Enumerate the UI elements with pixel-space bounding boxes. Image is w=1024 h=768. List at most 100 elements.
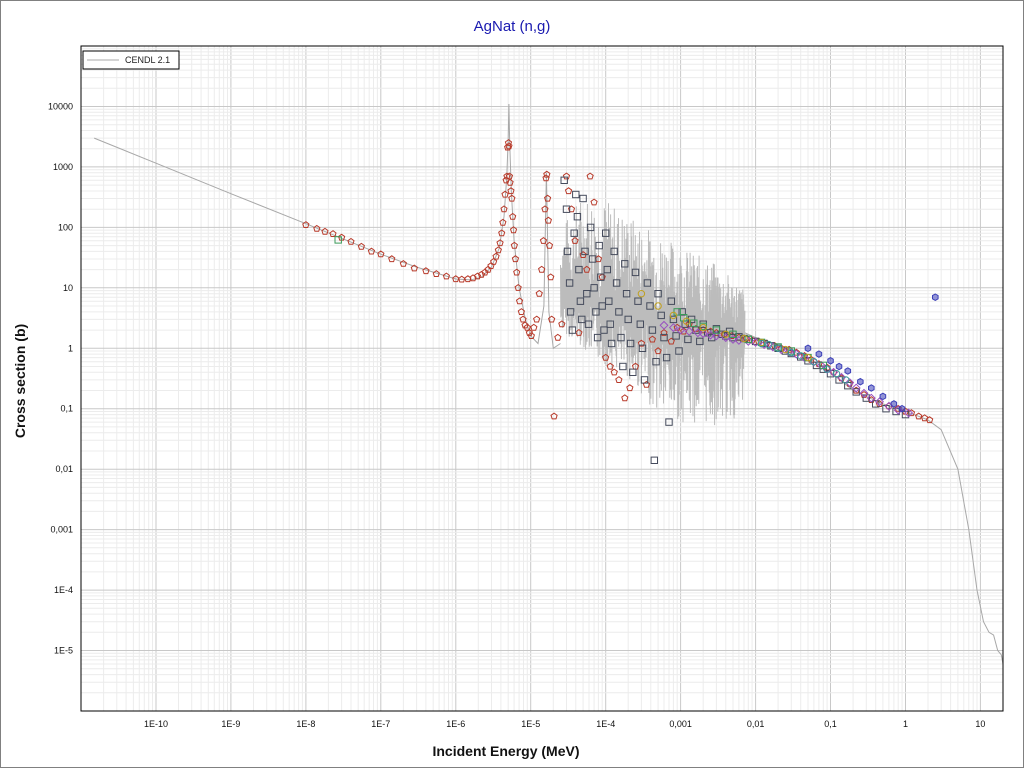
data-point	[498, 229, 506, 237]
data-point	[505, 172, 514, 180]
data-point	[583, 265, 591, 273]
data-point	[313, 224, 321, 232]
data-point	[915, 412, 923, 420]
data-point	[452, 275, 460, 283]
data-point	[558, 320, 566, 328]
data-point	[578, 315, 586, 324]
data-point	[610, 247, 618, 256]
data-point	[634, 297, 642, 305]
data-point	[593, 333, 602, 342]
data-point	[874, 397, 885, 407]
data-point	[388, 255, 396, 263]
axes	[80, 45, 1004, 712]
data-point	[629, 368, 637, 377]
data-point	[334, 236, 342, 244]
data-point	[669, 311, 678, 320]
data-point	[523, 323, 531, 331]
data-point	[711, 331, 721, 341]
data-point	[602, 229, 610, 237]
data-point	[857, 377, 864, 386]
data-point	[638, 344, 647, 353]
data-point	[584, 320, 593, 328]
data-point	[357, 242, 365, 250]
x-tick-label: 0,01	[747, 719, 765, 729]
data-point	[678, 308, 686, 316]
data-point	[550, 412, 558, 420]
data-point	[757, 339, 766, 348]
data-point	[442, 272, 450, 280]
data-point	[676, 325, 686, 335]
data-point	[399, 259, 407, 267]
data-point	[621, 394, 629, 402]
data-point	[744, 335, 752, 344]
data-point	[657, 311, 665, 320]
data-point	[477, 270, 486, 278]
data-point	[605, 297, 613, 305]
data-point	[615, 308, 623, 316]
x-tick-label: 1E-9	[221, 719, 240, 729]
data-point	[660, 333, 668, 342]
data-point	[509, 212, 517, 220]
data-point	[566, 308, 575, 316]
data-point	[696, 337, 704, 346]
data-point	[543, 170, 551, 178]
data-point	[705, 330, 716, 340]
data-point	[832, 370, 841, 378]
data-point	[729, 330, 737, 339]
data-point	[367, 247, 376, 255]
data-point	[515, 297, 524, 305]
data-point	[473, 272, 482, 280]
x-tick-label: 1E-4	[596, 719, 615, 729]
data-point	[586, 223, 595, 232]
y-tick-label: 10000	[48, 102, 73, 112]
data-point	[500, 205, 508, 213]
data-point	[490, 257, 498, 265]
data-point	[595, 241, 603, 250]
x-axis-label: Incident Energy (MeV)	[432, 743, 579, 759]
data-point	[492, 252, 500, 260]
data-point	[768, 342, 778, 352]
plot-series	[94, 103, 1004, 665]
data-point	[422, 267, 430, 275]
data-point	[565, 279, 574, 287]
data-point	[505, 142, 513, 150]
data-point	[698, 329, 708, 339]
data-point	[302, 221, 310, 228]
data-point	[622, 290, 631, 298]
data-point	[640, 376, 649, 384]
x-tick-label: 0,1	[824, 719, 837, 729]
data-point	[626, 384, 634, 392]
y-tick-label: 100	[58, 222, 73, 232]
data-point	[583, 290, 591, 298]
series-1	[560, 202, 746, 426]
data-point	[572, 190, 580, 199]
data-point	[567, 205, 576, 213]
data-point	[643, 279, 652, 287]
data-point	[819, 361, 827, 370]
data-point	[535, 289, 543, 297]
data-point	[675, 347, 683, 355]
x-tick-label: 0,001	[669, 719, 692, 729]
data-point	[734, 335, 744, 345]
data-point	[575, 265, 583, 274]
data-point	[321, 227, 329, 235]
data-point	[845, 378, 855, 388]
data-point	[533, 315, 541, 323]
data-point	[662, 353, 671, 362]
data-point	[852, 388, 860, 396]
data-point	[481, 268, 489, 276]
y-tick-label: 1E-5	[54, 646, 73, 656]
data-point	[570, 229, 578, 237]
y-axis-label: Cross section (b)	[12, 324, 28, 438]
data-point	[511, 255, 520, 263]
data-point	[554, 333, 562, 341]
plot-frame	[80, 45, 1004, 712]
data-point	[586, 172, 594, 180]
data-point	[568, 326, 577, 334]
x-tick-label: 1	[903, 719, 908, 729]
series-9	[757, 339, 850, 384]
data-point	[541, 205, 549, 213]
y-tick-label: 0,001	[50, 525, 73, 535]
data-point	[624, 315, 632, 324]
data-point	[823, 365, 831, 373]
